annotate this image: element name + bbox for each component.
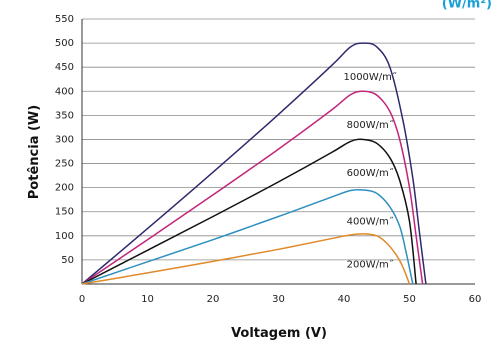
y-tick-label: 500	[55, 38, 74, 49]
y-tick-label: 350	[55, 110, 74, 121]
irradiance-unit-label: (W/m²)	[442, 0, 492, 12]
series-line	[81, 138, 417, 285]
gridlines	[82, 18, 475, 261]
y-tick-label: 400	[55, 86, 74, 97]
series-line	[81, 90, 424, 285]
curve-label: 200W/m˝	[347, 259, 394, 271]
curve-label: 600W/m˝	[347, 167, 394, 179]
y-tick-label: 450	[55, 62, 74, 73]
y-axis-title: Potência (W)	[27, 105, 42, 199]
x-tick-label: 50	[403, 294, 416, 305]
y-tick-label: 50	[61, 255, 74, 266]
curve-label: 1000W/m˝	[343, 71, 396, 83]
x-axis-title: Voltagem (V)	[231, 326, 327, 341]
series-line	[81, 188, 414, 285]
y-tick-label: 550	[55, 14, 74, 25]
x-tick-label: 0	[79, 294, 85, 305]
curve-label: 400W/m˝	[347, 215, 394, 227]
x-tick-label: 10	[141, 294, 154, 305]
y-tick-label: 300	[55, 134, 74, 145]
x-tick-label: 60	[469, 294, 482, 305]
curve-label: 800W/m˝	[347, 119, 394, 131]
x-tick-label: 20	[207, 294, 220, 305]
series-lines	[81, 42, 427, 285]
x-tick-label: 40	[338, 294, 351, 305]
tick-labels: 50 100 150 200 250 300 350 400 450 500 550 0 10 20 30 4…	[55, 14, 481, 305]
y-tick-label: 250	[55, 159, 74, 170]
x-tick-label: 30	[272, 294, 285, 305]
series-line	[81, 233, 411, 285]
y-tick-label: 150	[55, 207, 74, 218]
series-line	[81, 42, 427, 285]
y-tick-label: 100	[55, 231, 74, 242]
y-tick-label: 200	[55, 183, 74, 194]
curve-labels: 1000W/m˝ 800W/m˝ 600W/m˝ 400W/m˝ 200W/m˝	[343, 71, 396, 271]
